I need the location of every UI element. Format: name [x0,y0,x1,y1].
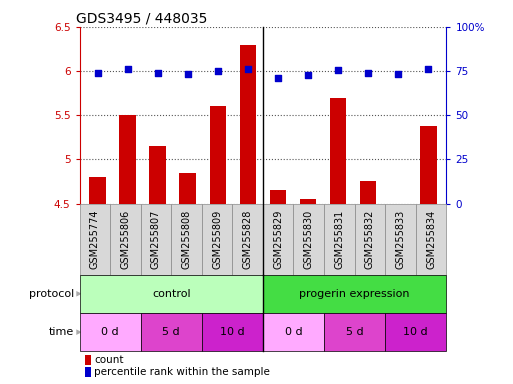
Text: protocol: protocol [29,289,74,299]
Text: 0 d: 0 d [285,327,302,337]
Text: GSM255829: GSM255829 [273,209,283,269]
Point [93,70,102,76]
Point [394,71,402,77]
Text: GSM255809: GSM255809 [212,209,222,269]
Point [184,71,192,77]
Point [124,66,132,72]
Point [244,66,252,72]
Text: count: count [94,355,124,365]
Text: 10 d: 10 d [220,327,245,337]
Text: GSM255808: GSM255808 [182,209,191,269]
Text: GSM255831: GSM255831 [334,209,344,269]
Text: 5 d: 5 d [346,327,363,337]
Point [304,71,312,78]
Bar [149,146,166,204]
Bar [360,182,377,204]
Point [424,66,432,72]
Bar [300,199,317,204]
Text: percentile rank within the sample: percentile rank within the sample [94,367,270,377]
Text: control: control [152,289,190,299]
Text: progerin expression: progerin expression [300,289,410,299]
Text: GSM255832: GSM255832 [365,209,375,269]
Text: 10 d: 10 d [403,327,428,337]
Text: GSM255807: GSM255807 [151,209,161,269]
Text: time: time [49,327,74,337]
Point [153,70,162,76]
Bar [270,190,286,204]
Text: GSM255806: GSM255806 [121,209,130,269]
Text: GSM255828: GSM255828 [243,209,252,269]
Text: GSM255830: GSM255830 [304,209,314,269]
Bar [89,177,106,204]
Bar [180,173,196,204]
Text: 0 d: 0 d [101,327,119,337]
Bar [330,98,346,204]
Point [364,70,372,76]
Point [214,68,222,74]
Text: 5 d: 5 d [163,327,180,337]
Text: GSM255834: GSM255834 [426,209,436,269]
Point [334,67,342,73]
Text: GDS3495 / 448035: GDS3495 / 448035 [76,12,207,26]
Bar [209,106,226,204]
Bar [240,45,256,204]
Bar [420,126,437,204]
Bar [120,115,136,204]
Text: GSM255774: GSM255774 [90,209,100,269]
Point [274,75,282,81]
Text: GSM255833: GSM255833 [396,209,405,269]
